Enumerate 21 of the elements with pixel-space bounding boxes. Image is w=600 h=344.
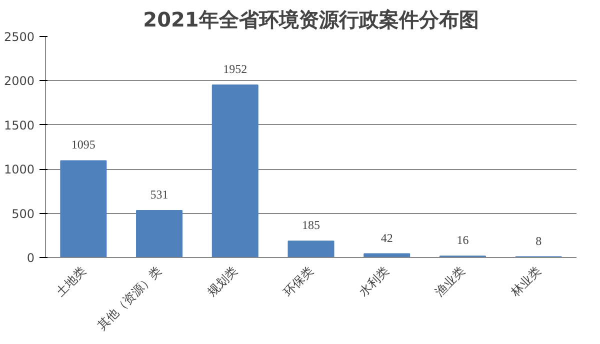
data-label: 16 (456, 233, 469, 248)
y-tick-label: 2500 (4, 30, 35, 44)
x-tick-label: 渔业类 (432, 264, 468, 299)
data-label: 8 (536, 234, 542, 248)
x-tick-label: 土地类 (53, 264, 88, 299)
x-tick-label: 水利类 (356, 264, 392, 299)
y-tick-label: 500 (12, 206, 34, 221)
y-tick-label: 1000 (4, 162, 35, 177)
y-tick-label: 1500 (4, 118, 35, 132)
x-tick-label: 其他（资源）类 (94, 264, 164, 333)
data-label: 185 (302, 218, 320, 232)
y-tick-label: 0 (26, 251, 35, 265)
x-tick-label: 规划类 (204, 264, 240, 299)
data-label: 1952 (223, 62, 248, 76)
chart-title: 2021年全省环境资源行政案件分布图 (143, 8, 479, 32)
x-tick-label: 环保类 (280, 264, 316, 299)
data-label: 42 (380, 230, 393, 245)
data-label: 1095 (71, 138, 96, 152)
y-tick-label: 2000 (4, 74, 35, 88)
data-label: 531 (150, 188, 168, 202)
x-tick-label: 林业类 (507, 264, 544, 300)
